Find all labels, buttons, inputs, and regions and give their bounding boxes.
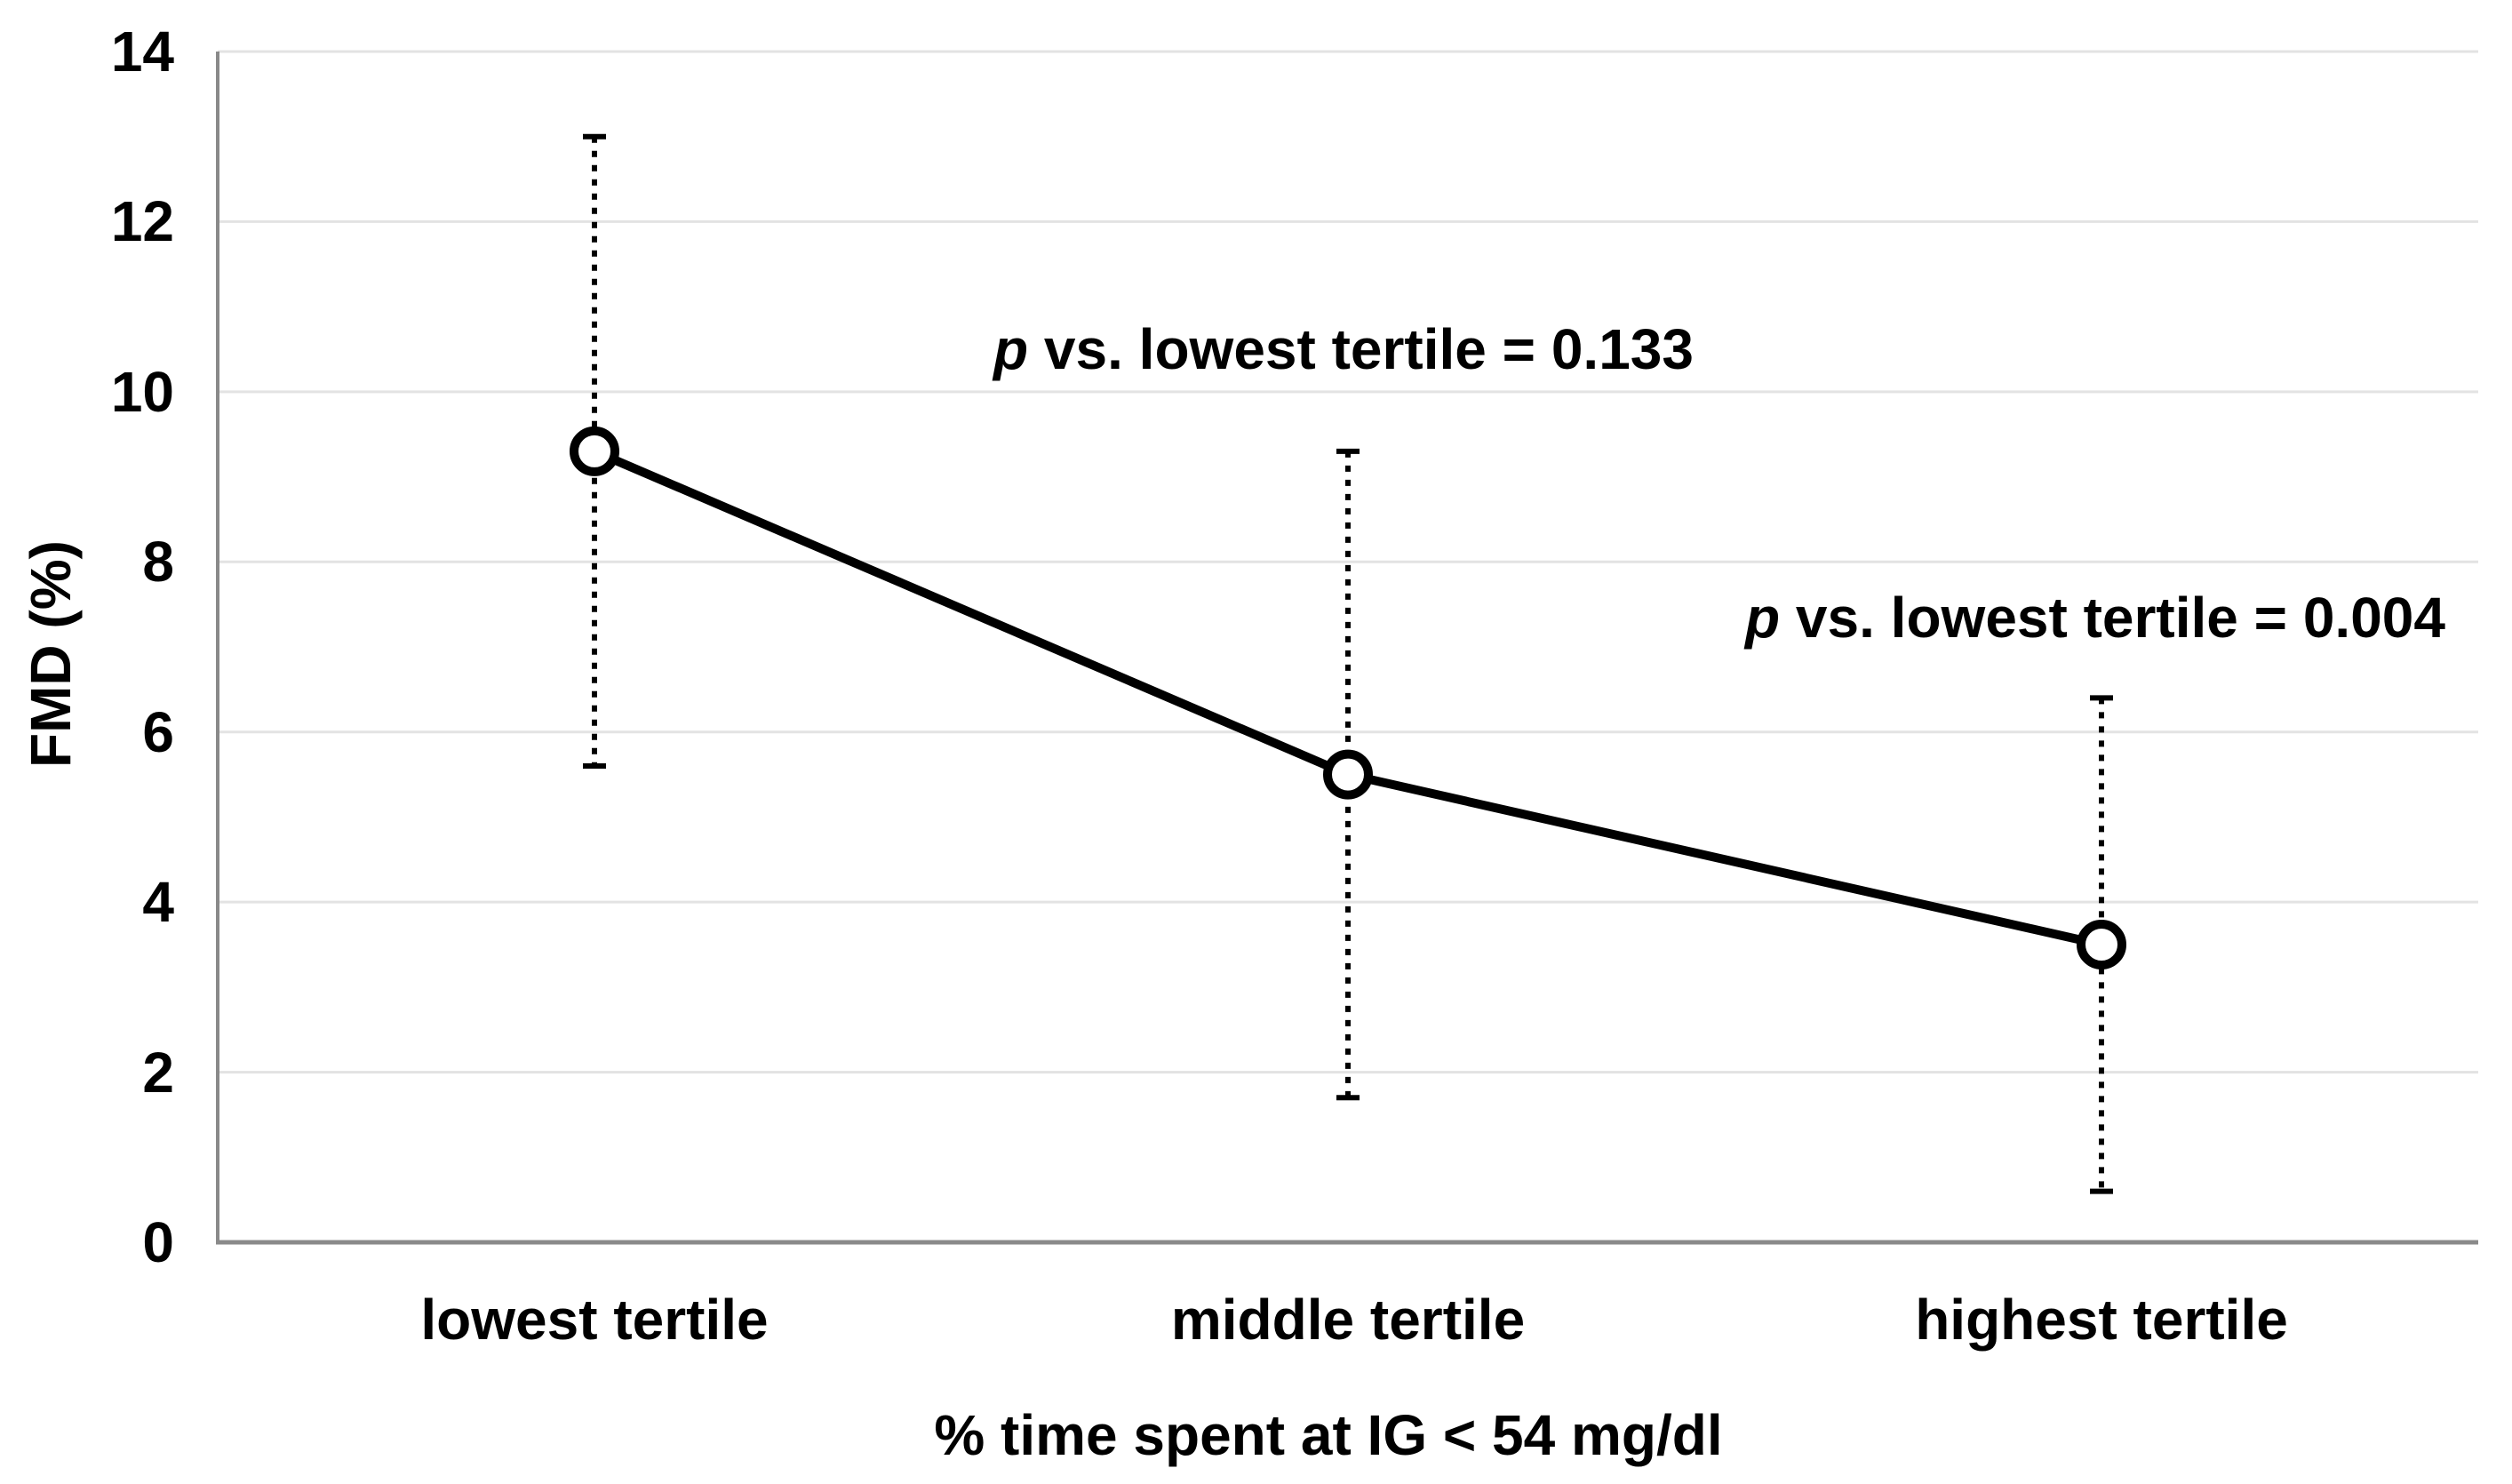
p-annotation-text: vs. lowest tertile = 0.004: [1780, 586, 2445, 650]
y-tick-label: 8: [142, 530, 174, 594]
y-tick-label: 4: [142, 870, 174, 934]
y-tick-label: 0: [142, 1210, 174, 1274]
data-point-marker: [2077, 920, 2126, 969]
data-point-marker: [1323, 749, 1373, 800]
p-symbol: p: [993, 317, 1029, 381]
x-axis-title: % time spent at IG < 54 mg/dl: [934, 1403, 1723, 1467]
y-tick-label: 12: [110, 189, 174, 253]
y-tick-label: 6: [142, 700, 174, 764]
p-value-annotation-highest: p vs. lowest tertile = 0.004: [1745, 585, 2445, 650]
y-tick-label: 2: [142, 1041, 174, 1105]
x-category-label-highest: highest tertile: [1915, 1288, 2288, 1352]
data-point-marker: [570, 426, 619, 476]
x-category-label-lowest: lowest tertile: [420, 1288, 769, 1352]
y-tick-label: 10: [110, 360, 174, 424]
x-category-label-middle: middle tertile: [1170, 1288, 1526, 1352]
p-annotation-text: vs. lowest tertile = 0.133: [1028, 317, 1694, 381]
p-value-annotation-middle: p vs. lowest tertile = 0.133: [993, 316, 1694, 382]
y-tick-label: 14: [110, 20, 174, 84]
y-axis-title: FMD (%): [19, 540, 83, 768]
p-symbol: p: [1745, 586, 1781, 650]
